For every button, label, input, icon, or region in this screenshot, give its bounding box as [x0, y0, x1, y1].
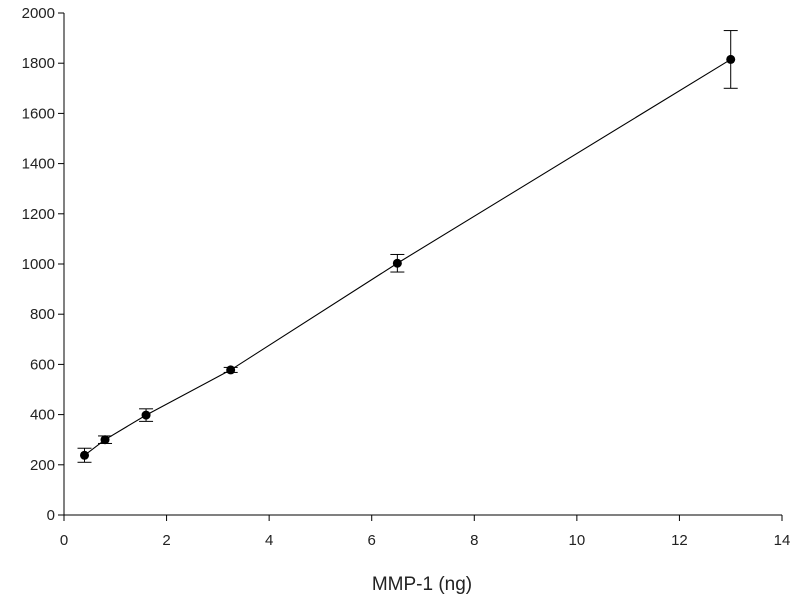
- y-tick-label: 1200: [22, 206, 55, 223]
- fit-line: [84, 58, 732, 456]
- x-tick-label: 14: [774, 532, 791, 549]
- y-tick-label: 0: [47, 507, 55, 524]
- x-tick-label: 12: [671, 532, 688, 549]
- x-axis: 0 2 4 6 8 10 12 14: [60, 514, 791, 549]
- y-tick-label: 1800: [22, 55, 55, 72]
- x-axis-title: MMP-1 (ng): [372, 574, 472, 595]
- x-tick-label: 8: [470, 532, 478, 549]
- data-point: [100, 435, 110, 445]
- data-points: [80, 54, 736, 460]
- data-point: [392, 258, 402, 268]
- x-tick-label: 4: [265, 532, 273, 549]
- x-tick-label: 10: [569, 532, 586, 549]
- y-tick-label: 1600: [22, 105, 55, 122]
- y-tick-label: 2000: [22, 5, 55, 22]
- y-tick-label: 800: [30, 306, 55, 323]
- y-tick-label: 1000: [22, 256, 55, 273]
- y-tick-label: 600: [30, 356, 55, 373]
- y-tick-label: 1400: [22, 156, 55, 173]
- y-tick-label: 400: [30, 407, 55, 424]
- data-point: [80, 450, 90, 460]
- data-point: [141, 410, 151, 420]
- error-bars: [77, 30, 738, 463]
- x-tick-label: 0: [60, 532, 68, 549]
- data-point: [726, 54, 736, 64]
- x-tick-label: 2: [162, 532, 170, 549]
- y-axis: 0 200 400 600 800 1000 1200 1400 1600 1800 2000: [22, 5, 65, 524]
- data-point: [226, 365, 236, 375]
- x-tick-label: 6: [368, 532, 376, 549]
- fit-line-layer: [84, 58, 732, 456]
- y-tick-label: 200: [30, 457, 55, 474]
